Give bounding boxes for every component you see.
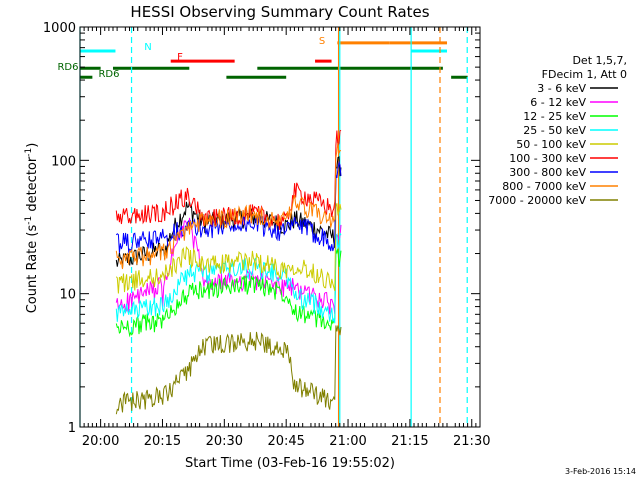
y-tick-label: 1000 — [43, 21, 76, 36]
x-tick-label: 20:45 — [267, 434, 304, 449]
legend-entry-label: 12 - 25 keV — [523, 110, 586, 123]
plot-frame — [79, 26, 481, 428]
y-axis-label: Count Rate (s-1 detector-1) — [24, 143, 40, 314]
x-tick-label: 21:15 — [391, 434, 428, 449]
legend-entry-label: 3 - 6 keV — [537, 82, 586, 95]
observing-flags: N F S RD6 RD6 — [57, 36, 468, 80]
series-line — [115, 325, 342, 415]
flag-label: S — [319, 36, 325, 47]
chart-title: HESSI Observing Summary Count Rates — [130, 3, 429, 21]
x-tick-label: 20:00 — [82, 434, 119, 449]
series-line — [115, 142, 341, 270]
x-tick-label: 21:00 — [329, 434, 366, 449]
y-axis-label-end: ) — [25, 143, 40, 148]
vertical-markers — [79, 27, 468, 427]
y-axis-label-main: Count Rate (s — [25, 225, 40, 314]
legend-entry-label: 25 - 50 keV — [523, 124, 586, 137]
legend-header-1: Det 1,5,7, — [572, 54, 627, 67]
series-line — [115, 156, 342, 269]
y-tick-label: 10 — [59, 288, 76, 303]
legend-entry-label: 7000 - 20000 keV — [488, 194, 586, 207]
series-lines — [115, 129, 342, 415]
y-axis-label-sup2: -1 — [24, 148, 34, 157]
y-tick-label: 100 — [51, 154, 76, 169]
flag-label: F — [177, 52, 183, 63]
series-line — [115, 129, 342, 230]
series-line — [115, 203, 342, 294]
legend-entry-label: 6 - 12 keV — [530, 96, 586, 109]
flag-label: N — [144, 42, 151, 53]
x-axis-label: Start Time (03-Feb-16 19:55:02) — [185, 456, 395, 471]
y-tick-label: 1 — [68, 421, 76, 436]
x-tick-label: 21:30 — [453, 434, 490, 449]
legend-entry-label: 100 - 300 keV — [509, 152, 586, 165]
series-line — [115, 232, 342, 324]
legend-header-2: FDecim 1, Att 0 — [542, 68, 627, 81]
flag-label: RD6 — [57, 62, 78, 73]
flag-label: RD6 — [98, 69, 119, 80]
x-tick-label: 20:30 — [206, 434, 243, 449]
x-tick-label: 20:15 — [144, 434, 181, 449]
legend-entry-label: 50 - 100 keV — [516, 138, 586, 151]
generated-timestamp: 3-Feb-2016 15:14 — [565, 467, 636, 476]
legend-entry-label: 800 - 7000 keV — [502, 180, 586, 193]
y-axis-label-mid: detector — [25, 156, 40, 216]
y-axis-label-sup1: -1 — [24, 216, 34, 225]
axis-ticks: 20:00 20:15 20:30 20:45 21:00 21:15 21:30 1 10 10… — [43, 21, 491, 449]
series-line — [115, 160, 342, 253]
legend-entry-label: 300 - 800 keV — [509, 166, 586, 179]
